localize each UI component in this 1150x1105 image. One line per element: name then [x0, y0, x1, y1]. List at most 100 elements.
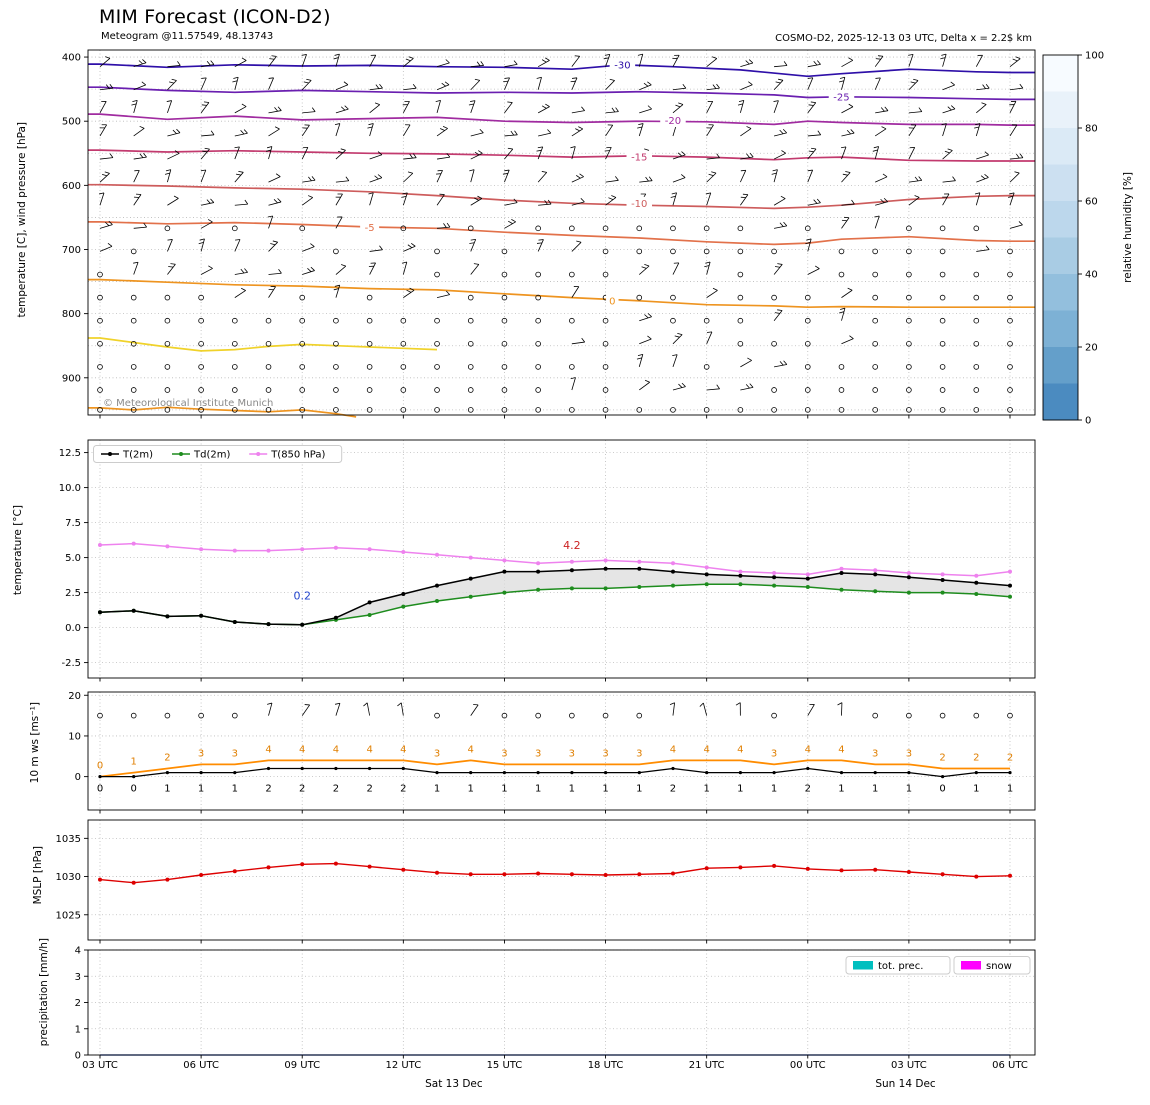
svg-text:1: 1 — [434, 784, 440, 795]
svg-text:800: 800 — [62, 309, 81, 320]
svg-text:4: 4 — [737, 744, 743, 755]
svg-text:15 UTC: 15 UTC — [487, 1060, 523, 1071]
svg-text:2: 2 — [670, 784, 676, 795]
svg-text:1: 1 — [1007, 784, 1013, 795]
svg-text:4: 4 — [468, 744, 474, 755]
contour-line--30 — [88, 63, 1035, 78]
contour-line-0 — [88, 406, 357, 418]
svg-text:1: 1 — [164, 784, 170, 795]
svg-text:4: 4 — [805, 744, 811, 755]
svg-text:09 UTC: 09 UTC — [284, 1060, 320, 1071]
svg-text:2: 2 — [400, 784, 406, 795]
contour-line-0 — [88, 278, 1035, 309]
contour-line--25 — [88, 86, 1035, 101]
svg-text:500: 500 — [62, 117, 81, 128]
svg-text:2.5: 2.5 — [65, 588, 81, 599]
svg-text:4: 4 — [265, 744, 271, 755]
svg-text:5.0: 5.0 — [65, 553, 81, 564]
svg-text:4: 4 — [75, 946, 81, 957]
svg-text:4: 4 — [299, 744, 305, 755]
svg-text:1: 1 — [906, 784, 912, 795]
svg-text:12 UTC: 12 UTC — [385, 1060, 421, 1071]
svg-text:1: 1 — [973, 784, 979, 795]
svg-text:1: 1 — [569, 784, 575, 795]
svg-text:1: 1 — [771, 784, 777, 795]
contour-label--15: -15 — [631, 153, 647, 164]
svg-text:3: 3 — [602, 748, 608, 759]
svg-text:1: 1 — [602, 784, 608, 795]
svg-text:4: 4 — [670, 744, 676, 755]
svg-text:3: 3 — [636, 748, 642, 759]
svg-text:4: 4 — [703, 744, 709, 755]
contour-label--5: -5 — [365, 223, 375, 234]
svg-text:900: 900 — [62, 373, 81, 384]
svg-text:1: 1 — [501, 784, 507, 795]
svg-text:06 UTC: 06 UTC — [183, 1060, 219, 1071]
time-axis: 03 UTC 06 UTC 09 UTC 12 UTC 15 UTC 18 UTC 21 U… — [82, 1060, 1028, 1090]
precipitation-legend: tot. prec. snow — [845, 956, 1031, 975]
panel-upper-air: -30 -25 -20 -15 -10 -5 0 400 500 600 700 800 900 — [62, 49, 1036, 419]
svg-text:100: 100 — [1085, 51, 1104, 62]
svg-text:21 UTC: 21 UTC — [689, 1060, 725, 1071]
svg-text:0: 0 — [939, 784, 945, 795]
svg-text:400: 400 — [62, 53, 81, 64]
date-label: Sun 14 Dec — [875, 1078, 936, 1090]
svg-text:2: 2 — [939, 752, 945, 763]
panel-temperature: 4.2 0.2 T(2m) Td(2m) T(850 hPa) -2.5 0.0 2.5 5.0… — [59, 439, 1036, 682]
svg-text:0: 0 — [97, 761, 103, 772]
meteogram-coordinates: Meteogram @11.57549, 48.13743 — [101, 31, 274, 42]
legend-label: Td(2m) — [193, 450, 230, 461]
svg-text:2: 2 — [75, 998, 81, 1009]
contour-label-0: 0 — [609, 296, 615, 307]
wind-barbs-layer — [97, 53, 1024, 413]
svg-text:7.5: 7.5 — [65, 518, 81, 529]
svg-text:4: 4 — [366, 744, 372, 755]
svg-text:00 UTC: 00 UTC — [790, 1060, 826, 1071]
svg-text:1030: 1030 — [56, 872, 81, 883]
svg-text:1: 1 — [872, 784, 878, 795]
svg-text:1: 1 — [737, 784, 743, 795]
svg-text:40: 40 — [1085, 270, 1098, 281]
svg-text:10: 10 — [68, 731, 81, 742]
contour-label--10: -10 — [631, 199, 647, 210]
svg-text:3: 3 — [501, 748, 507, 759]
svg-text:1: 1 — [535, 784, 541, 795]
svg-text:1: 1 — [131, 757, 137, 768]
svg-text:2: 2 — [299, 784, 305, 795]
contour-label--20: -20 — [665, 116, 681, 127]
svg-text:700: 700 — [62, 245, 81, 256]
svg-text:2: 2 — [1007, 752, 1013, 763]
svg-text:1035: 1035 — [56, 834, 81, 845]
svg-text:10.0: 10.0 — [59, 483, 81, 494]
svg-text:3: 3 — [771, 748, 777, 759]
svg-text:0: 0 — [97, 784, 103, 795]
svg-text:1: 1 — [232, 784, 238, 795]
temperature-legend: T(2m) Td(2m) T(850 hPa) — [93, 445, 343, 463]
page-title: MIM Forecast (ICON-D2) — [99, 6, 331, 28]
svg-text:2: 2 — [805, 784, 811, 795]
dewpoint-spread-fill — [100, 568, 1010, 625]
legend-label: T(2m) — [122, 450, 153, 461]
svg-text:1025: 1025 — [56, 910, 81, 921]
date-label: Sat 13 Dec — [425, 1078, 483, 1090]
svg-text:3: 3 — [569, 748, 575, 759]
svg-text:0: 0 — [75, 1051, 81, 1062]
contour-line-5 — [88, 337, 438, 352]
svg-text:0: 0 — [75, 772, 81, 783]
svg-text:06 UTC: 06 UTC — [992, 1060, 1028, 1071]
humidity-colorbar: 0 20 40 60 80 100 — [1042, 51, 1104, 427]
svg-text:4: 4 — [838, 744, 844, 755]
svg-text:80: 80 — [1085, 124, 1098, 135]
svg-text:3: 3 — [232, 748, 238, 759]
legend-label-snow: snow — [986, 961, 1012, 972]
svg-text:1: 1 — [838, 784, 844, 795]
contour-line--5 — [88, 221, 1035, 246]
svg-text:1: 1 — [198, 784, 204, 795]
legend-label: T(850 hPa) — [270, 450, 325, 461]
svg-text:20: 20 — [1085, 343, 1098, 354]
svg-text:2: 2 — [164, 752, 170, 763]
panel-wind: 0 1 2 3 3 4 4 4 4 4 3 4 3 3 3 3 3 4 4 4 3 4 4 3 3 2 2 20 0 1 1 1 2 2 2 2 2 1 1… — [68, 691, 1036, 814]
svg-text:60: 60 — [1085, 197, 1098, 208]
